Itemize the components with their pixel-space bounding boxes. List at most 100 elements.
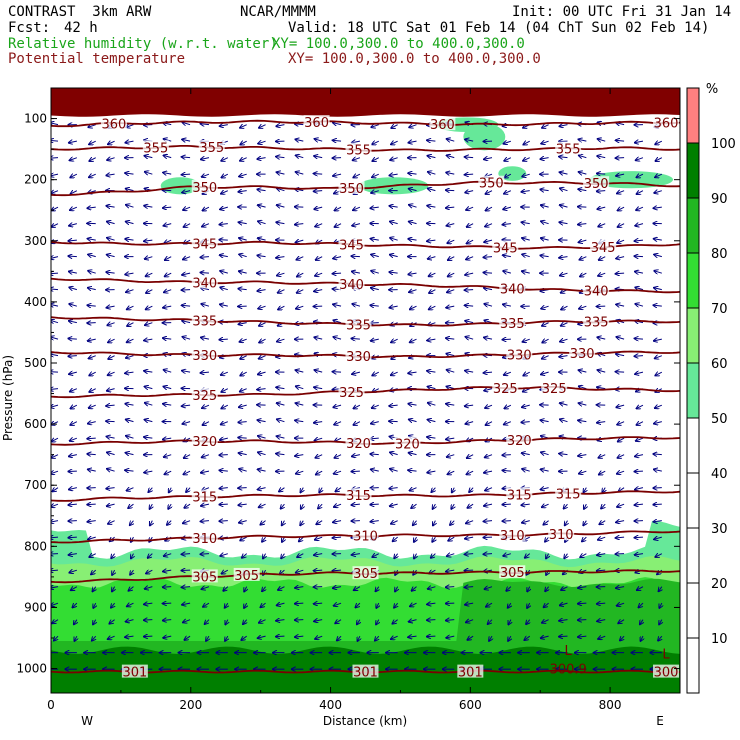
wind-vector [126,290,134,293]
wind-vector [597,207,606,209]
wind-vector [182,191,191,193]
colorbar-tick-label: 100 [711,137,736,152]
wind-vector [541,306,549,309]
wind-vector [484,389,493,391]
wind-vector [276,620,285,621]
wind-vector [430,553,436,559]
theta-label-315: 315 [346,489,371,504]
wind-vector [352,304,361,306]
wind-vector [370,454,379,455]
theta-label-bg [478,175,505,189]
wind-vector [88,125,96,128]
wind-vector [523,141,530,145]
wind-vector [597,370,606,372]
wind-vector [432,536,435,542]
colorbar-tick-label: 60 [711,357,728,372]
theta-label-bg [100,116,127,130]
wind-vector [243,619,247,625]
theta-label-bg [583,283,610,297]
wind-vector [408,419,417,421]
wind-vector [597,537,606,540]
wind-vector [596,570,606,571]
wind-vector [543,521,549,525]
wind-vector [182,337,191,339]
wind-vector [182,321,191,323]
wind-vector [391,339,398,342]
wind-vector [653,305,662,306]
wind-vector [485,224,493,227]
wind-vector [487,619,493,625]
wind-vector [127,323,134,327]
wind-vector [408,372,417,373]
wind-vector [295,139,304,141]
wind-vector [467,636,474,640]
wind-vector [257,158,266,159]
wind-vector [389,504,398,506]
wind-vector [578,420,587,421]
wind-vector [389,255,398,257]
theta-label-350: 350 [192,181,217,196]
wind-vector [276,205,285,207]
wind-vector [183,224,191,228]
wind-vector [70,587,78,591]
theta-label-bg [191,531,218,545]
wind-vector [466,257,474,260]
wind-vector [88,537,96,539]
wind-vector [238,521,247,523]
wind-vector [221,158,229,161]
wind-vector [182,139,191,141]
theta-label-bg [352,664,379,678]
wind-vector [314,554,323,556]
wind-vector [202,422,210,426]
wind-vector [107,323,115,326]
wind-vector [89,554,96,558]
wind-vector [125,620,134,622]
wind-vector [559,157,568,158]
wind-vector [502,521,511,522]
wind-vector [372,141,379,144]
colorbar-tick-label: 40 [711,467,728,482]
colorbar-tick-label: 50 [711,412,728,427]
wind-vector [390,238,398,240]
wind-vector [654,271,662,273]
theta-label-bg [499,316,526,330]
wind-vector [357,619,360,625]
theta-contour-325 [51,386,680,399]
wind-vector [163,139,172,141]
wind-vector [616,337,625,339]
wind-vector [163,290,172,293]
theta-label-bg [541,380,568,394]
wind-vector [276,257,285,258]
x-tick-label: 600 [459,698,482,712]
theta-label-bg [590,240,617,254]
wind-vector [112,569,115,575]
wind-vector [184,504,191,508]
wind-vector [408,141,417,143]
wind-vector [108,141,115,144]
wind-vector [485,405,493,408]
wind-vector [410,603,417,606]
wind-vector [69,224,77,226]
wind-vector [391,521,398,524]
wind-vector [125,404,134,406]
wind-vector [163,306,172,308]
wind-vector [315,636,323,639]
theta-label-bg [492,240,519,254]
wind-vector [447,273,455,276]
wind-vector [582,536,587,542]
wind-vector [371,254,379,256]
wind-vector [162,190,172,191]
theta-label-355: 355 [199,141,224,156]
wind-vector [559,403,568,405]
y-tick-label: 300 [24,234,47,248]
wind-vector [164,273,172,276]
forecast-hours: 42 h [64,20,98,36]
wind-vector [276,387,285,388]
theta-label-315: 315 [507,488,532,503]
wind-vector [162,207,172,208]
wind-vector [144,240,153,241]
theta-contour-345 [51,240,680,250]
wind-vector [598,636,606,639]
theta-label-320: 320 [507,434,532,449]
wind-vector [239,339,247,342]
